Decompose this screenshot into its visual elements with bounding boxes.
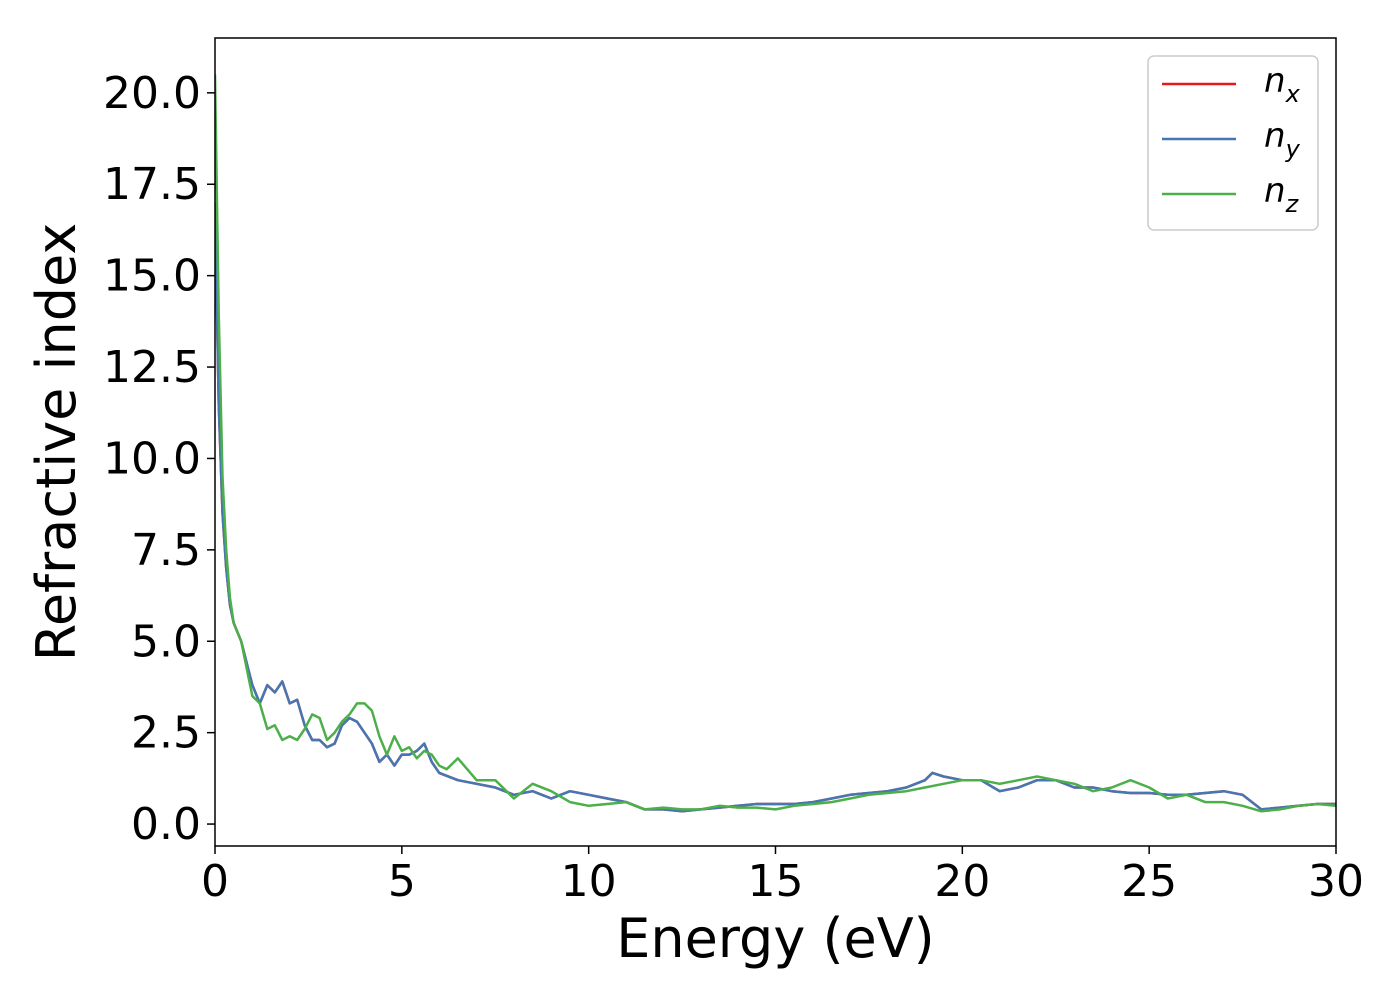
y-axis-label: Refractive index <box>25 223 88 662</box>
series-line-nz <box>215 74 1336 813</box>
y-tick-label: 0.0 <box>131 799 201 850</box>
x-tick-label: 20 <box>934 856 990 907</box>
x-tick-label: 30 <box>1308 856 1364 907</box>
series-line-ny <box>215 202 1336 813</box>
y-tick-label: 7.5 <box>131 525 201 576</box>
legend-label-nz: nz <box>1264 171 1300 218</box>
y-tick-label: 2.5 <box>131 708 201 759</box>
x-axis-ticks: 0 5 10 15 20 25 30 <box>201 846 1364 907</box>
legend: nx ny nz <box>1147 55 1319 231</box>
x-tick-label: 25 <box>1121 856 1177 907</box>
plot-frame <box>214 37 1337 847</box>
y-tick-label: 15.0 <box>103 251 201 302</box>
y-tick-label: 5.0 <box>131 616 201 667</box>
y-tick-label: 12.5 <box>103 342 201 393</box>
y-axis-ticks: 0.0 2.5 5.0 7.5 10.0 12.5 15.0 17.5 20.0 <box>103 68 215 850</box>
plot-area <box>215 74 1336 813</box>
series-line-nx <box>215 202 1336 813</box>
y-tick-label: 10.0 <box>103 433 201 484</box>
legend-box <box>1147 55 1319 231</box>
x-tick-label: 0 <box>201 856 229 907</box>
y-tick-label: 17.5 <box>103 159 201 210</box>
y-tick-label: 20.0 <box>103 68 201 119</box>
x-axis-label: Energy (eV) <box>616 907 935 970</box>
legend-label-ny: ny <box>1264 116 1301 163</box>
legend-label-nx: nx <box>1264 61 1301 108</box>
x-tick-label: 15 <box>748 856 804 907</box>
x-tick-label: 5 <box>388 856 416 907</box>
x-tick-label: 10 <box>561 856 617 907</box>
